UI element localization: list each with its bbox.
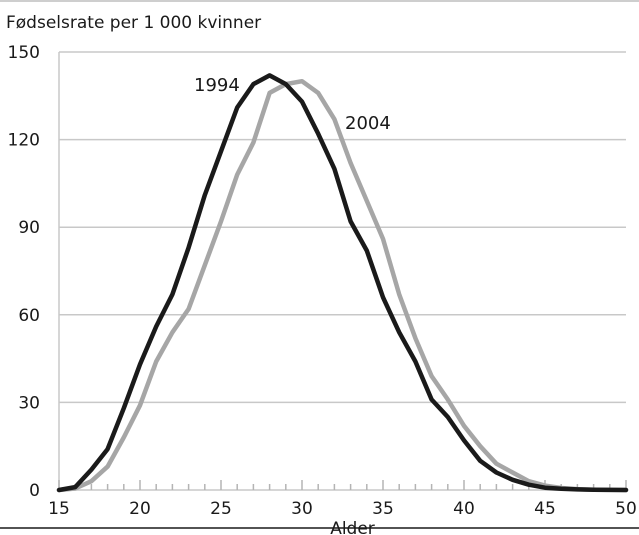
y-tick-label: 60 bbox=[18, 306, 40, 326]
y-tick-label: 120 bbox=[8, 131, 40, 151]
x-tick-label: 30 bbox=[291, 499, 313, 519]
y-tick-label: 150 bbox=[8, 43, 40, 63]
x-tick-label: 20 bbox=[129, 499, 151, 519]
y-tick-label: 90 bbox=[18, 218, 40, 238]
x-tick-label: 35 bbox=[372, 499, 394, 519]
series-label-2004: 2004 bbox=[345, 113, 391, 134]
x-tick-label: 15 bbox=[48, 499, 70, 519]
y-tick-label: 30 bbox=[18, 393, 40, 413]
series-line-2004 bbox=[56, 78, 629, 493]
series-layer bbox=[56, 73, 629, 493]
y-axis-title: Fødselsrate per 1 000 kvinner bbox=[6, 13, 261, 33]
x-tick-label: 45 bbox=[534, 499, 556, 519]
axes bbox=[0, 52, 639, 529]
y-tick-label: 0 bbox=[29, 481, 40, 501]
x-axis-title: Alder bbox=[330, 519, 375, 535]
x-tick-label: 25 bbox=[210, 499, 232, 519]
series-line-1994 bbox=[56, 73, 629, 493]
series-label-1994: 1994 bbox=[194, 75, 240, 96]
x-tick-label: 40 bbox=[453, 499, 475, 519]
x-tick-label: 50 bbox=[615, 499, 637, 519]
tick-labels: 0 30 60 90 120 150 15 20 25 30 35 40 45 50 1994 2004 bbox=[8, 43, 637, 519]
